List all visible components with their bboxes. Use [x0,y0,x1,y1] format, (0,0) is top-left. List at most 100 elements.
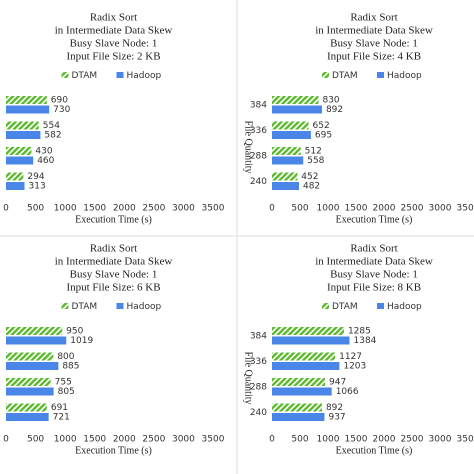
bar [272,172,298,181]
x-tick-label: 2000 [113,204,136,214]
x-tick-label: 2000 [373,435,396,445]
x-tick-label: 3000 [429,204,452,214]
data-label: 554 [43,121,60,131]
chart-title: in Intermediate Data Skew [315,256,433,268]
y-axis-title: File Quantity [243,351,254,404]
data-label: 1384 [354,336,377,346]
data-label: 892 [326,105,343,115]
legend-label: DTAM [332,71,358,81]
y-tick-label: 288 [250,383,267,393]
x-tick-label: 1500 [83,204,106,214]
chart-title: Busy Slave Node: 1 [330,269,418,281]
x-tick-label: 1500 [83,435,106,445]
data-label: 755 [55,378,72,388]
x-tick-label: 0 [3,204,9,214]
data-label: 937 [328,413,345,423]
data-label: 652 [313,121,330,131]
y-tick-label: 240 [250,408,267,418]
chart-title: in Intermediate Data Skew [55,256,173,268]
bar [6,336,67,345]
y-tick-label: 288 [250,152,267,162]
legend-swatch [377,303,384,309]
chart-title: Radix Sort [90,243,137,255]
x-tick-label: 500 [27,435,44,445]
legend-label: DTAM [72,71,98,81]
bar [272,387,332,396]
legend-swatch [116,303,124,309]
data-label: 582 [44,131,61,141]
legend-label: DTAM [332,302,358,312]
data-label: 313 [29,182,46,192]
x-tick-label: 2000 [373,204,396,214]
x-tick-label: 0 [269,435,275,445]
x-tick-label: 500 [291,435,308,445]
bar [6,403,47,412]
chart-title: in Intermediate Data Skew [55,25,173,37]
data-label: 830 [322,96,339,106]
bar [272,403,322,412]
bar [272,327,344,335]
x-tick-label: 3000 [429,435,452,445]
bar [6,378,51,386]
data-label: 1203 [343,362,366,372]
data-label: 482 [303,182,320,192]
chart-title: Input File Size: 6 KB [66,282,160,294]
x-tick-label: 500 [291,204,308,214]
x-tick-label: 1000 [54,204,77,214]
data-label: 730 [53,105,70,115]
data-label: 690 [51,96,68,106]
data-label: 512 [305,147,322,157]
chart-title: Busy Slave Node: 1 [70,269,158,281]
data-label: 294 [27,172,44,182]
bar [272,105,322,114]
chart-title: Input File Size: 4 KB [327,51,421,63]
legend-swatch [322,72,329,78]
chart-title: Busy Slave Node: 1 [330,38,418,50]
x-tick-label: 1500 [345,204,368,214]
bar [272,182,299,190]
data-label: 695 [315,131,332,141]
x-tick-label: 0 [3,435,9,445]
data-label: 721 [53,413,70,423]
bar [272,362,340,370]
y-tick-label: 384 [250,332,267,342]
legend-swatch [116,72,124,78]
data-label: 885 [62,362,79,372]
bar [6,327,63,335]
x-tick-label: 2000 [113,435,136,445]
x-tick-label: 3000 [172,204,195,214]
bar [6,352,54,361]
bar [6,172,24,181]
data-label: 805 [58,387,75,397]
x-axis-title: Execution Time (s) [336,445,413,456]
x-axis-title: Execution Time (s) [75,445,152,456]
bar [6,156,34,165]
data-label: 452 [301,172,318,182]
data-label: 1019 [70,336,93,346]
x-axis-title: Execution Time (s) [336,214,413,225]
x-tick-label: 3500 [457,204,474,214]
bar [6,362,59,370]
bar [6,96,47,104]
chart-title: Radix Sort [90,12,137,24]
chart-title: in Intermediate Data Skew [315,25,433,37]
x-tick-label: 2500 [142,204,165,214]
data-label: 800 [57,352,74,362]
x-tick-label: 3500 [202,204,225,214]
legend-label: DTAM [72,302,98,312]
data-label: 460 [37,156,54,166]
x-tick-label: 1000 [54,435,77,445]
data-label: 1285 [348,327,371,337]
legend-label: Hadoop [387,302,422,312]
bar [272,336,350,345]
data-label: 691 [51,403,68,413]
x-tick-label: 1000 [317,204,340,214]
data-label: 947 [329,378,346,388]
x-tick-label: 500 [27,204,44,214]
bar [6,147,32,155]
legend-swatch [322,303,329,309]
y-tick-label: 384 [250,101,267,111]
legend-swatch [377,72,384,78]
bar [6,387,54,396]
bar [272,352,336,361]
